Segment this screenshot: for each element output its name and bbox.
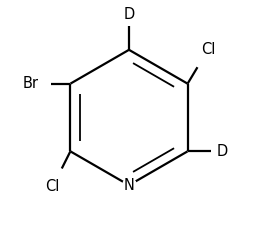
Text: Cl: Cl: [46, 179, 60, 194]
Text: Cl: Cl: [201, 42, 215, 57]
Text: D: D: [217, 144, 228, 159]
Text: N: N: [124, 178, 134, 193]
Text: D: D: [123, 7, 135, 22]
Text: Br: Br: [23, 76, 39, 91]
